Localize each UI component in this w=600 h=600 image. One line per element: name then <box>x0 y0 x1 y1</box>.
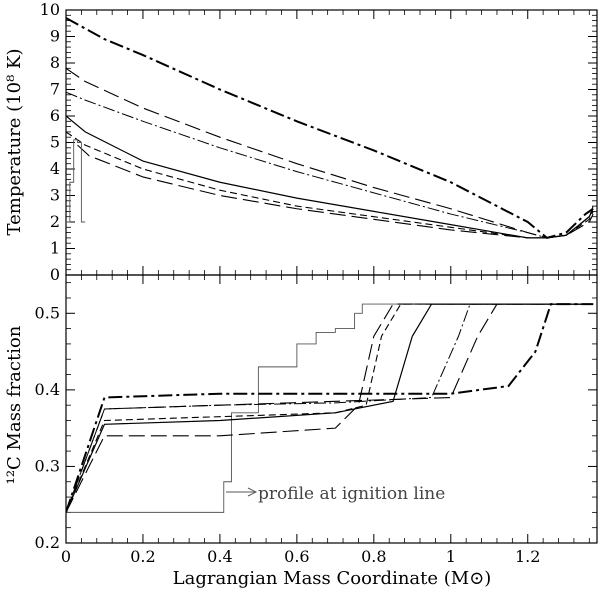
y-tick-label: 10 <box>40 0 60 19</box>
bottom-y-axis-title: ¹²C Mass fraction <box>4 325 25 484</box>
y-tick-label: 5 <box>50 133 60 152</box>
y-tick-label: 0.2 <box>35 533 60 552</box>
annotation-arrow <box>226 487 258 497</box>
y-tick-label: 0 <box>50 265 60 284</box>
series-line-temperature-0 <box>66 17 594 240</box>
series-line-c12-3 <box>66 303 594 513</box>
y-tick-label: 2 <box>50 212 60 231</box>
plot-frame <box>65 274 598 544</box>
series-line-c12-0 <box>66 303 594 513</box>
series-line-c12-5 <box>66 303 594 513</box>
x-tick-label: 1.2 <box>515 547 540 566</box>
bottom-panel: 0.20.30.40.50 0.2 0.4 0.6 0.8 1 1.2 <box>35 274 598 566</box>
y-tick-label: 1 <box>50 239 60 258</box>
series-line-c12-2 <box>66 303 594 513</box>
ignition-annotation: profile at ignition line <box>258 484 445 504</box>
top-y-axis-title: Temperature (10⁸ K) <box>4 49 25 236</box>
x-tick-label: 0.8 <box>361 547 386 566</box>
y-tick-label: 3 <box>50 186 60 205</box>
y-tick-label: 7 <box>50 80 60 99</box>
top-panel: 0 1 2 3 4 5 6 7 8 9 10 <box>40 0 598 284</box>
x-tick-label: 0.2 <box>130 547 155 566</box>
y-tick-label: 0.3 <box>35 456 60 475</box>
y-tick-label: 4 <box>50 159 60 178</box>
x-tick-label: 0.6 <box>284 547 309 566</box>
x-tick-label: 0 <box>61 547 71 566</box>
series-line-c12-6 <box>66 303 594 513</box>
series-line-temperature-6 <box>66 139 86 223</box>
y-tick-label: 9 <box>50 27 60 46</box>
series-line-temperature-5 <box>77 144 594 239</box>
x-tick-label: 0.4 <box>207 547 232 566</box>
y-tick-label: 8 <box>50 53 60 72</box>
y-tick-label: 0.4 <box>35 380 60 399</box>
x-axis-title: Lagrangian Mass Coordinate (M⊙) <box>173 568 492 589</box>
x-tick-label: 1 <box>446 547 456 566</box>
y-tick-label: 6 <box>50 106 60 125</box>
y-tick-label: 0.5 <box>35 303 60 322</box>
series-line-c12-1 <box>66 303 594 513</box>
